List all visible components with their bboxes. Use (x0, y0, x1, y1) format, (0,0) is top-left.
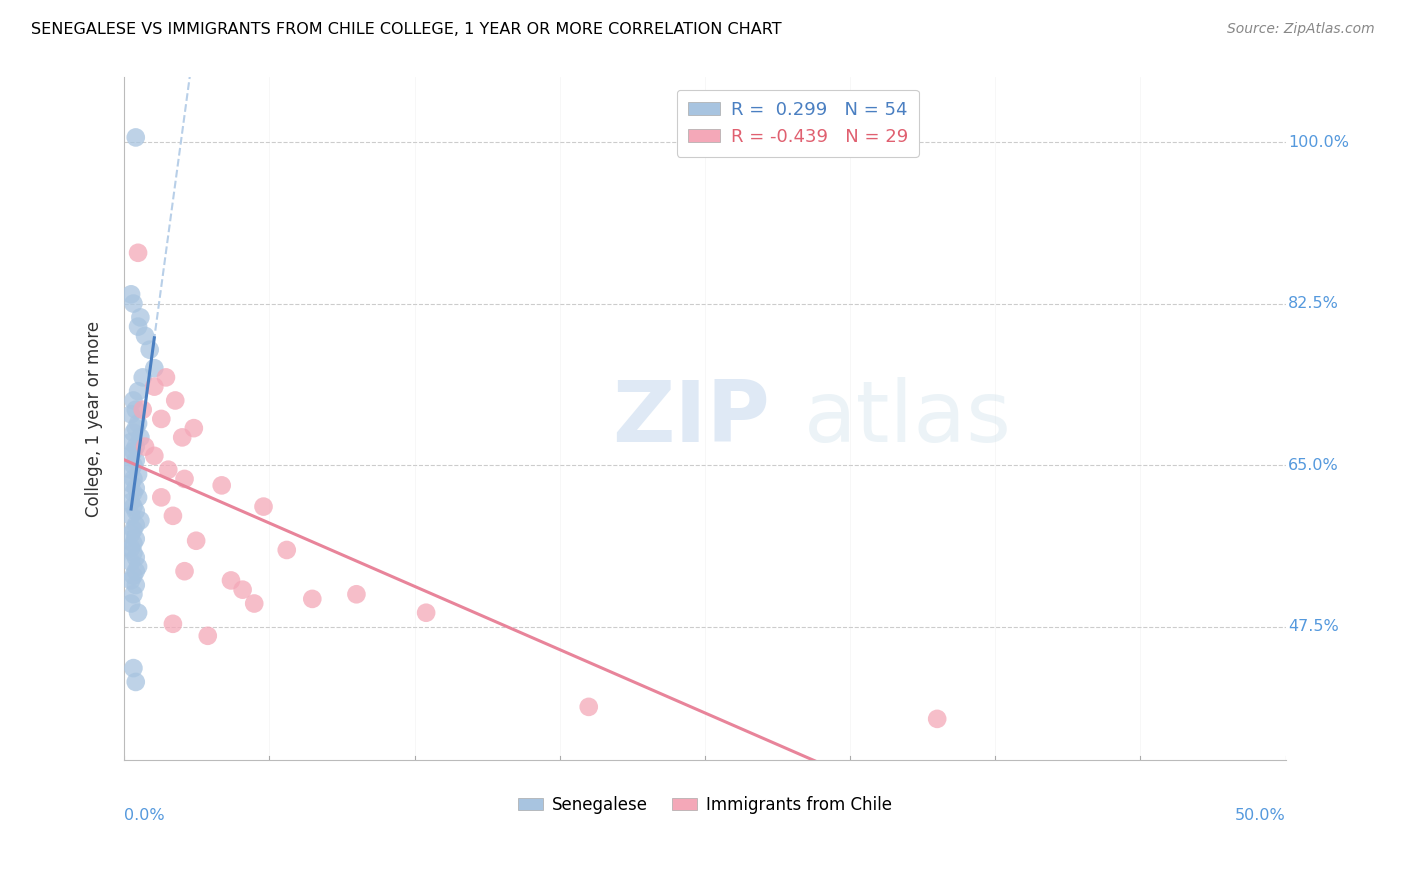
Point (127, 417, 149, 431)
Point (132, 370, 155, 384)
Point (172, 430, 194, 444)
Text: 82.5%: 82.5% (1288, 296, 1339, 311)
Point (129, 513, 152, 527)
Point (125, 421, 148, 435)
Text: 50.0%: 50.0% (1234, 808, 1285, 823)
Point (122, 587, 145, 601)
Text: 47.5%: 47.5% (1288, 619, 1339, 634)
Point (219, 574, 242, 588)
Point (122, 546, 145, 560)
Legend: Senegalese, Immigrants from Chile: Senegalese, Immigrants from Chile (512, 789, 898, 821)
Point (232, 582, 254, 597)
Point (120, 495, 142, 509)
Point (120, 407, 142, 421)
Point (211, 478, 233, 492)
Text: ZIP: ZIP (612, 377, 769, 460)
Point (125, 481, 148, 495)
Point (120, 449, 142, 463)
Point (197, 629, 219, 643)
Point (276, 543, 298, 558)
Point (173, 472, 195, 486)
Point (125, 440, 148, 454)
Point (120, 527, 142, 541)
Point (122, 296, 145, 310)
Point (120, 476, 142, 491)
Point (127, 491, 149, 505)
Point (120, 435, 142, 450)
Point (122, 500, 145, 514)
Point (120, 508, 142, 523)
Point (346, 587, 368, 601)
Text: 100.0%: 100.0% (1288, 135, 1348, 150)
Point (129, 310, 152, 325)
Point (162, 508, 184, 523)
Point (125, 518, 148, 533)
Point (120, 597, 142, 611)
Point (125, 130, 148, 145)
Point (120, 555, 142, 569)
Point (150, 412, 173, 426)
Point (127, 467, 149, 482)
Point (120, 287, 142, 301)
Text: atlas: atlas (804, 377, 1011, 460)
Point (122, 661, 145, 675)
Point (125, 402, 148, 417)
Point (415, 606, 437, 620)
Point (127, 384, 149, 399)
Y-axis label: College, 1 year or more: College, 1 year or more (86, 321, 103, 517)
Point (125, 504, 148, 518)
Point (120, 463, 142, 477)
Text: SENEGALESE VS IMMIGRANTS FROM CHILE COLLEGE, 1 YEAR OR MORE CORRELATION CHART: SENEGALESE VS IMMIGRANTS FROM CHILE COLL… (31, 22, 782, 37)
Point (122, 393, 145, 408)
Point (301, 591, 323, 606)
Point (125, 564, 148, 578)
Point (120, 574, 142, 588)
Point (125, 453, 148, 467)
Point (120, 541, 142, 555)
Point (183, 421, 205, 435)
Point (127, 606, 149, 620)
Point (143, 361, 166, 376)
Point (134, 440, 156, 454)
Point (122, 444, 145, 458)
Point (127, 319, 149, 334)
Point (125, 550, 148, 565)
Point (243, 597, 266, 611)
Point (122, 569, 145, 583)
Point (143, 449, 166, 463)
Point (143, 379, 166, 393)
Point (578, 699, 600, 714)
Text: 65.0%: 65.0% (1288, 458, 1339, 473)
Point (122, 485, 145, 500)
Point (127, 559, 149, 574)
Text: 0.0%: 0.0% (124, 808, 165, 823)
Point (125, 532, 148, 546)
Point (122, 425, 145, 440)
Point (252, 500, 274, 514)
Point (132, 402, 155, 417)
Point (127, 245, 149, 260)
Point (155, 370, 177, 384)
Point (157, 463, 180, 477)
Point (122, 536, 145, 550)
Point (165, 393, 187, 408)
Text: Source: ZipAtlas.com: Source: ZipAtlas.com (1227, 22, 1375, 37)
Point (173, 564, 195, 578)
Point (134, 329, 156, 343)
Point (125, 675, 148, 690)
Point (138, 343, 160, 357)
Point (122, 523, 145, 537)
Point (122, 458, 145, 472)
Point (129, 430, 152, 444)
Point (122, 472, 145, 486)
Point (150, 491, 173, 505)
Point (162, 616, 184, 631)
Point (927, 712, 949, 726)
Point (186, 533, 208, 548)
Point (125, 578, 148, 592)
